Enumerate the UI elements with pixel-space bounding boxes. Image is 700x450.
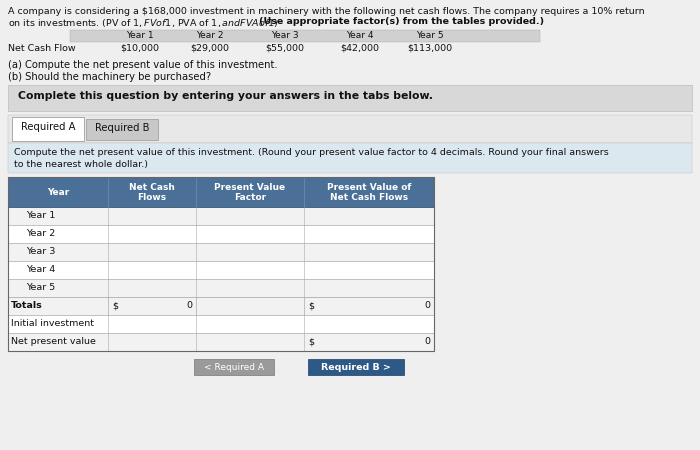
Bar: [8, 243, 434, 261]
Bar: [8, 279, 434, 297]
Text: Factor: Factor: [234, 193, 266, 202]
Bar: [8, 207, 434, 225]
Bar: [12, 117, 84, 141]
Text: 0: 0: [424, 301, 430, 310]
Text: $42,000: $42,000: [340, 44, 379, 53]
Text: $55,000: $55,000: [265, 44, 304, 53]
Text: A company is considering a $168,000 investment in machinery with the following n: A company is considering a $168,000 inve…: [8, 7, 645, 16]
Bar: [8, 261, 434, 279]
Text: Required B: Required B: [94, 123, 149, 133]
Bar: [8, 115, 692, 143]
Text: Year: Year: [47, 188, 69, 197]
Bar: [308, 359, 404, 375]
Text: $: $: [308, 337, 314, 346]
Text: Required B >: Required B >: [321, 363, 391, 372]
Text: Totals: Totals: [11, 301, 43, 310]
Bar: [8, 143, 692, 173]
Text: Net Cash Flow: Net Cash Flow: [8, 44, 76, 53]
Text: (a) Compute the net present value of this investment.: (a) Compute the net present value of thi…: [8, 60, 278, 70]
Text: Complete this question by entering your answers in the tabs below.: Complete this question by entering your …: [18, 91, 433, 101]
Text: Required A: Required A: [21, 122, 76, 132]
Text: Year 2: Year 2: [196, 31, 224, 40]
Text: Year 2: Year 2: [26, 229, 55, 238]
Text: $29,000: $29,000: [190, 44, 230, 53]
Text: $: $: [308, 301, 314, 310]
Text: Year 5: Year 5: [416, 31, 444, 40]
Text: Net Cash Flows: Net Cash Flows: [330, 193, 408, 202]
Text: Initial investment: Initial investment: [11, 319, 94, 328]
Text: Year 1: Year 1: [26, 211, 55, 220]
Text: 0: 0: [186, 301, 192, 310]
Text: Year 5: Year 5: [26, 283, 55, 292]
Text: < Required A: < Required A: [204, 363, 264, 372]
Text: Year 4: Year 4: [26, 265, 55, 274]
Text: to the nearest whole dollar.): to the nearest whole dollar.): [14, 160, 148, 169]
Bar: [86, 119, 158, 140]
Text: $: $: [112, 301, 118, 310]
Bar: [8, 85, 692, 111]
Text: (Use appropriate factor(s) from the tables provided.): (Use appropriate factor(s) from the tabl…: [258, 17, 544, 26]
Text: Year 4: Year 4: [346, 31, 374, 40]
Text: Year 3: Year 3: [271, 31, 299, 40]
Text: Net present value: Net present value: [11, 337, 96, 346]
Text: Compute the net present value of this investment. (Round your present value fact: Compute the net present value of this in…: [14, 148, 609, 157]
Text: Present Value: Present Value: [214, 183, 286, 192]
Text: Year 3: Year 3: [26, 247, 55, 256]
Bar: [8, 333, 434, 351]
Bar: [8, 225, 434, 243]
Bar: [8, 177, 434, 351]
Text: on its investments. (PV of $1, FV of $1, PVA of $1, and FVA of $1): on its investments. (PV of $1, FV of $1,…: [8, 17, 279, 29]
Bar: [194, 359, 274, 375]
Text: $10,000: $10,000: [120, 44, 160, 53]
Text: Net Cash: Net Cash: [129, 183, 175, 192]
Bar: [8, 177, 434, 207]
Bar: [8, 315, 434, 333]
Text: Year 1: Year 1: [126, 31, 154, 40]
Text: Present Value of: Present Value of: [327, 183, 411, 192]
Text: 0: 0: [424, 337, 430, 346]
Text: Flows: Flows: [137, 193, 167, 202]
Bar: [8, 297, 434, 315]
Bar: [70, 30, 540, 42]
Text: $113,000: $113,000: [407, 44, 453, 53]
Text: (b) Should the machinery be purchased?: (b) Should the machinery be purchased?: [8, 72, 211, 82]
